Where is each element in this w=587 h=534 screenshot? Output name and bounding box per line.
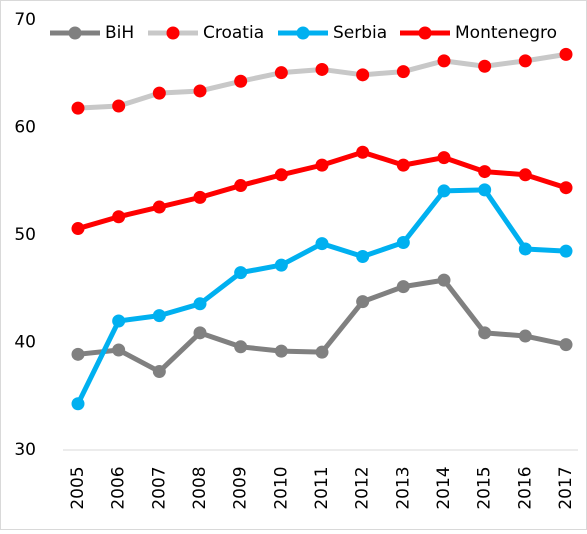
x-tick-label: 2013	[393, 466, 413, 509]
legend-marker	[296, 26, 310, 40]
data-point	[152, 365, 166, 379]
data-point	[274, 258, 288, 272]
data-point	[193, 190, 207, 204]
data-point	[396, 65, 410, 79]
legend-label: BiH	[105, 23, 134, 43]
data-point	[559, 47, 573, 61]
data-point	[193, 84, 207, 98]
data-point	[396, 280, 410, 294]
data-point	[234, 266, 248, 280]
data-point	[71, 347, 85, 361]
data-point	[71, 222, 85, 236]
x-tick-label: 2014	[434, 466, 454, 509]
data-point	[518, 329, 532, 343]
data-point	[315, 345, 329, 359]
data-point	[152, 200, 166, 214]
x-tick-label: 2006	[109, 466, 129, 509]
data-point	[437, 151, 451, 165]
data-point	[315, 237, 329, 251]
x-tick-label: 2010	[271, 466, 291, 509]
data-point	[152, 86, 166, 100]
x-tick-label: 2009	[231, 466, 251, 509]
data-point	[478, 183, 492, 197]
data-point	[356, 250, 370, 263]
data-point	[193, 326, 207, 340]
y-tick-label: 50	[14, 225, 36, 245]
y-tick-label: 60	[14, 118, 36, 138]
x-tick-label: 2012	[353, 466, 373, 509]
data-point	[152, 309, 166, 323]
data-point	[478, 326, 492, 340]
y-tick-label: 30	[14, 440, 36, 460]
x-tick-label: 2016	[515, 466, 535, 509]
data-point	[518, 168, 532, 182]
data-point	[396, 158, 410, 172]
data-point	[274, 344, 288, 358]
data-point	[71, 397, 85, 411]
data-point	[437, 273, 451, 287]
data-point	[112, 343, 126, 357]
y-tick-label: 40	[14, 333, 36, 353]
legend-label: Croatia	[203, 23, 264, 43]
data-point	[559, 181, 573, 195]
data-point	[112, 99, 126, 113]
data-point	[112, 210, 126, 224]
data-point	[356, 145, 370, 159]
data-point	[274, 66, 288, 80]
x-tick-label: 2007	[149, 466, 169, 509]
data-point	[71, 101, 85, 115]
data-point	[315, 62, 329, 76]
data-point	[559, 244, 573, 258]
x-tick-label: 2017	[556, 466, 576, 509]
legend-marker	[418, 26, 432, 40]
y-tick-label: 70	[14, 10, 36, 30]
data-point	[274, 168, 288, 182]
x-tick-label: 2005	[68, 466, 88, 509]
legend-marker	[166, 26, 180, 40]
data-point	[478, 59, 492, 73]
data-point	[112, 314, 126, 328]
data-point	[437, 184, 451, 198]
data-point	[315, 158, 329, 172]
data-point	[193, 297, 207, 311]
legend-label: Serbia	[333, 23, 387, 43]
x-tick-label: 2008	[190, 466, 210, 509]
data-point	[437, 54, 451, 68]
data-point	[356, 295, 370, 309]
data-point	[356, 68, 370, 82]
legend-marker	[68, 26, 82, 40]
data-point	[478, 165, 492, 179]
data-point	[518, 54, 532, 68]
legend-label: Montenegro	[455, 23, 557, 43]
data-point	[559, 338, 573, 352]
data-point	[396, 236, 410, 250]
x-tick-label: 2011	[312, 466, 332, 509]
data-point	[518, 242, 532, 256]
data-point	[234, 340, 248, 354]
data-point	[234, 74, 248, 88]
x-tick-label: 2015	[475, 466, 495, 509]
data-point	[234, 179, 248, 193]
